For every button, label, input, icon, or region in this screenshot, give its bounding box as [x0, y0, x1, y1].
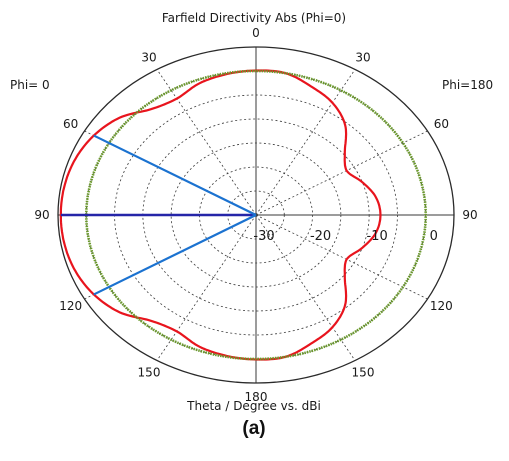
- angle-tick-label: 30: [355, 50, 370, 64]
- outer-ring: [57, 46, 455, 384]
- side-label-left: Phi= 0: [10, 78, 50, 92]
- angle-tick-label: 150: [352, 366, 375, 380]
- chart-title: Farfield Directivity Abs (Phi=0): [162, 11, 346, 25]
- series-layer: [59, 69, 428, 361]
- radial-tick-label: -10: [367, 229, 388, 244]
- angle-tick-label: 90: [462, 208, 477, 222]
- radial-tick-label: -30: [253, 229, 274, 244]
- beamwidth-edge-line: [93, 214, 257, 296]
- angle-tick-label: 60: [434, 117, 449, 131]
- angle-tick-label: 60: [63, 117, 78, 131]
- grid-spoke: [255, 214, 428, 300]
- figure-caption: (a): [242, 418, 265, 439]
- angle-tick-label: 30: [141, 50, 156, 64]
- angle-tick-label: 180: [245, 390, 268, 404]
- radial-tick-label: -20: [310, 229, 331, 244]
- grid-spoke: [255, 130, 428, 216]
- angle-tick-label: 0: [252, 26, 260, 40]
- beamwidth-edge-line: [93, 134, 257, 216]
- angle-tick-labels: 0 30 60 90 120 150 180 150 120 90 60 30: [34, 26, 477, 404]
- angle-tick-label: 150: [138, 366, 161, 380]
- side-label-right: Phi=180: [442, 78, 493, 92]
- polar-grid: [57, 46, 455, 384]
- angle-tick-label: 90: [34, 208, 49, 222]
- radial-tick-label: 0: [430, 229, 438, 244]
- angle-tick-label: 120: [59, 299, 82, 313]
- grid-spoke: [255, 69, 356, 216]
- x-axis-label: Theta / Degree vs. dBi: [186, 399, 321, 413]
- angle-tick-label: 120: [430, 299, 453, 313]
- radial-tick-labels: -30 -20 -10 0: [253, 229, 437, 244]
